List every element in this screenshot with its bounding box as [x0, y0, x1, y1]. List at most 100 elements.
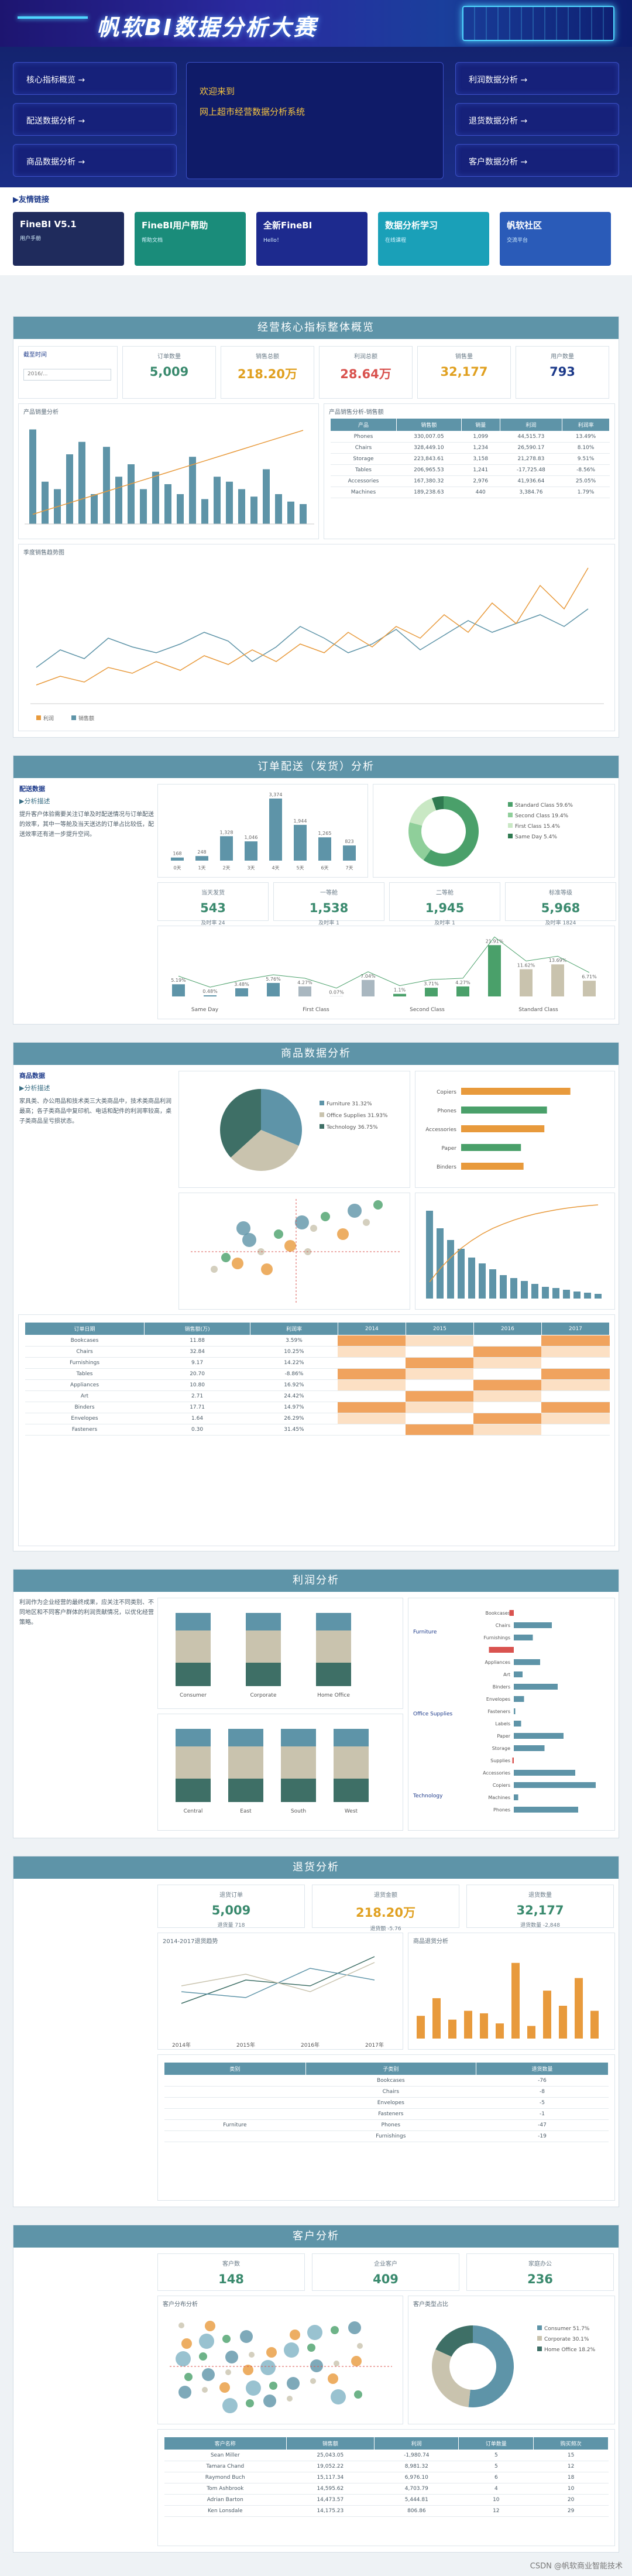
heat-cell [541, 1413, 610, 1424]
pareto-panel [415, 1193, 615, 1310]
card-title: FineBI用户帮助 [142, 220, 208, 231]
heat-cell [541, 1390, 610, 1402]
bar-category-label: South [291, 1808, 306, 1814]
table-header: 利润 [374, 2437, 459, 2450]
subcategory-bar [461, 1088, 571, 1095]
bar-category-label: Paper [497, 1734, 510, 1739]
nav-delivery[interactable]: 配送数据分析 → [13, 103, 177, 136]
stacked-bar-segment [334, 1729, 369, 1746]
timeliness-bar [204, 995, 217, 996]
table-header: 销售额 [396, 418, 462, 431]
nav-product[interactable]: 商品数据分析 → [13, 144, 177, 177]
customer-point [348, 2321, 361, 2334]
product-sales-chart: 产品销量分析 [18, 403, 319, 539]
donut-slice [468, 2325, 514, 2407]
friend-link-card[interactable]: FineBI用户帮助帮助文档 [135, 212, 246, 266]
timeliness-bar [235, 988, 248, 996]
table-row: Envelopes -5 [164, 2097, 609, 2109]
donut-slice [423, 796, 479, 866]
table-cell: Storage [330, 453, 397, 465]
table-cell: 3,158 [461, 453, 500, 465]
table-cell [164, 2130, 306, 2142]
pareto-bar [479, 1263, 486, 1299]
analysis-note: 利润作为企业经营的最终成果，应关注不同类别、不同地区和不同客户群体的利润贡献情况… [19, 1598, 154, 1628]
stacked-bar-segment [176, 1630, 211, 1663]
table-cell: Ken Lonsdale [164, 2505, 286, 2517]
x-tick-label: 2014年 [172, 2041, 191, 2049]
table-cell: Binders [25, 1402, 145, 1413]
kpi-value: 1,945 [425, 901, 465, 915]
table-cell: Raymond Buch [164, 2472, 286, 2483]
card-subtitle: 用户手册 [20, 236, 42, 242]
bar-category-label: 5天 [296, 865, 304, 871]
filter-label: 截至时间 [23, 352, 47, 358]
timeliness-bar [393, 994, 406, 996]
friend-link-card[interactable]: 全新FineBI Hello！ [256, 212, 367, 266]
stacked-bar-segment [176, 1613, 211, 1630]
scatter-point [310, 1225, 317, 1232]
kpi-card: 销售总额 218.20万 [221, 346, 314, 399]
kpi-value: 32,177 [440, 365, 488, 379]
nav-profit[interactable]: 利润数据分析 → [455, 62, 619, 95]
bar-category-label: Machines [488, 1795, 510, 1800]
customer-point [331, 2389, 346, 2404]
kpi-value: 1,538 [309, 901, 349, 915]
group-label: Furniture [413, 1629, 437, 1635]
card-subtitle: 帮助文档 [142, 238, 163, 244]
heat-cell [473, 1379, 542, 1391]
heat-cell [338, 1402, 406, 1413]
return-bar [575, 1978, 583, 2039]
kpi-sub: 及时率 1 [434, 920, 455, 926]
date-filter-input[interactable]: 2016/... [23, 369, 111, 381]
pareto-bar [468, 1258, 475, 1299]
profit-bar [514, 1794, 518, 1800]
timeliness-bar [267, 982, 280, 996]
friend-link-card[interactable]: FineBI V5.1 用户手册 [13, 212, 124, 266]
customer-point [225, 2351, 238, 2363]
bar-category-label: 4天 [272, 865, 279, 871]
heat-cell [406, 1390, 474, 1402]
profit-bar [514, 1708, 516, 1714]
welcome-subtitle: 网上超市经营数据分析系统 [200, 107, 305, 117]
table-cell: Fasteners [305, 2108, 476, 2120]
table-cell: 1.64 [144, 1413, 250, 1424]
nav-customer[interactable]: 客户数据分析 → [455, 144, 619, 177]
nav-core-metrics[interactable]: 核心指标概览 → [13, 62, 177, 95]
customer-point [334, 2361, 339, 2366]
delivery-bar [245, 841, 257, 861]
table-cell [164, 2108, 306, 2120]
table-cell: Appliances [25, 1379, 145, 1391]
friend-link-card[interactable]: 数据分析学习 在线课程 [378, 212, 489, 266]
kpi-card: 利润总额 28.64万 [319, 346, 413, 399]
table-row: Fasteners 0.30 31.45% [25, 1424, 610, 1436]
friend-link-card[interactable]: 帆软社区 交流平台 [500, 212, 611, 266]
table-cell: 330,007.05 [396, 431, 462, 443]
table-cell: 10.25% [250, 1346, 338, 1358]
table-cell: Chairs [305, 2086, 476, 2098]
kpi-sub: 退货额 -5.76 [370, 1926, 401, 1932]
stacked-bar-segment [281, 1729, 316, 1746]
pareto-bar [552, 1288, 559, 1299]
kpi-label: 用户数量 [551, 354, 574, 360]
table-cell: Machines [330, 487, 397, 498]
kpi-label: 订单数量 [157, 354, 181, 360]
table-cell: 11.88 [144, 1335, 250, 1347]
product-sales-table-panel: 产品销售分析-销售额 产品 销售额 销量 利润 利润率 Phones 330,007.05 1… [324, 403, 615, 539]
customer-point [240, 2330, 253, 2343]
kpi-card: 退货数量 32,177 退货数量 -2,848 [466, 1885, 614, 1928]
timeliness-bar [298, 986, 311, 996]
bar-category-label: Consumer [180, 1693, 207, 1698]
category-pie-panel: Furniture 31.32% Office Supplies 31.93% Te… [178, 1071, 410, 1188]
table-cell: Chairs [25, 1346, 145, 1358]
section-title: 经营核心指标整体概览 [13, 317, 619, 339]
return-table: 类别 子类别 退货数量 Bookcases -76 Chairs -8 Envelopes -5… [164, 2062, 609, 2142]
table-cell: 19,052.22 [286, 2461, 375, 2472]
table-cell: Tom Ashbrook [164, 2483, 286, 2495]
table-header: 订单日期 [24, 1322, 145, 1335]
bar-value-label: 5.76% [266, 977, 281, 982]
table-cell: 4 [458, 2483, 534, 2495]
bar-category-label: 7天 [345, 865, 353, 871]
nav-returns[interactable]: 退货数据分析 → [455, 103, 619, 136]
scatter-point [274, 1229, 283, 1239]
product-bar [140, 489, 147, 524]
